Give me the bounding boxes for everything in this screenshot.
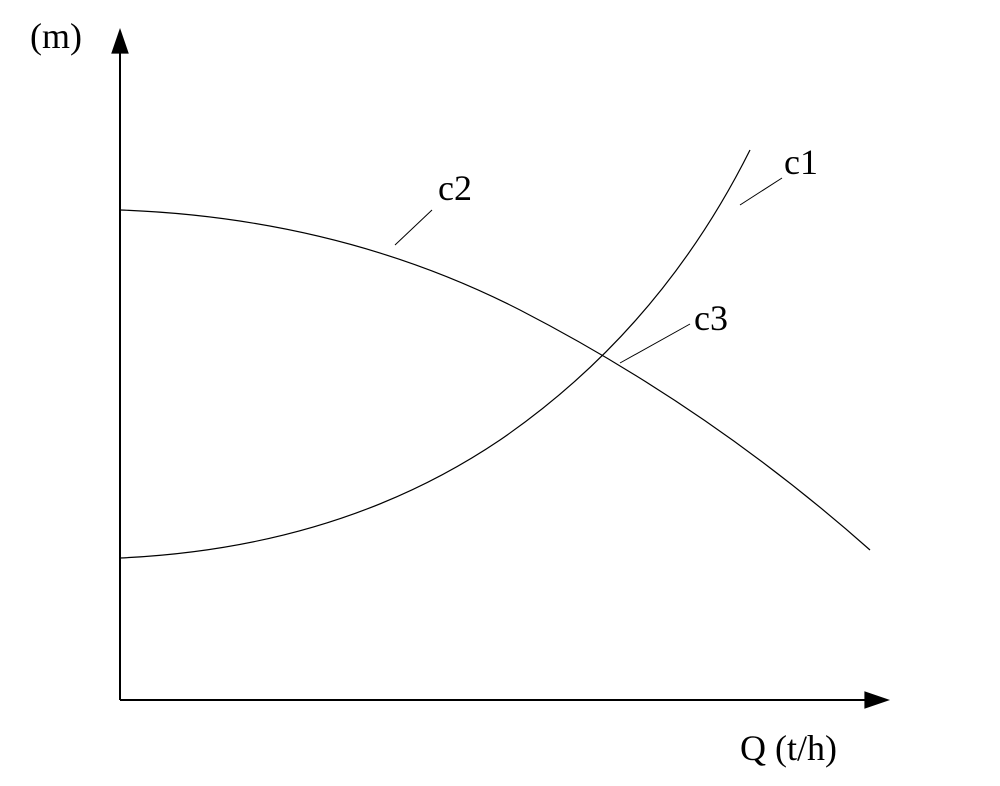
leader-c2	[395, 210, 432, 245]
leader-c1	[740, 178, 782, 205]
chart-container: (m) Q (t/h) c1 c2 c3	[0, 0, 1000, 786]
curve-c2	[120, 210, 870, 550]
x-axis-arrow	[864, 691, 890, 709]
x-axis-label: Q (t/h)	[740, 728, 837, 768]
y-axis-label: (m)	[30, 16, 82, 56]
y-axis-arrow	[111, 28, 129, 54]
label-c2: c2	[438, 168, 472, 208]
label-c1: c1	[784, 142, 818, 182]
curve-c1	[120, 150, 750, 558]
label-c3: c3	[694, 298, 728, 338]
leader-c3	[620, 324, 690, 363]
chart-svg: (m) Q (t/h) c1 c2 c3	[0, 0, 1000, 786]
